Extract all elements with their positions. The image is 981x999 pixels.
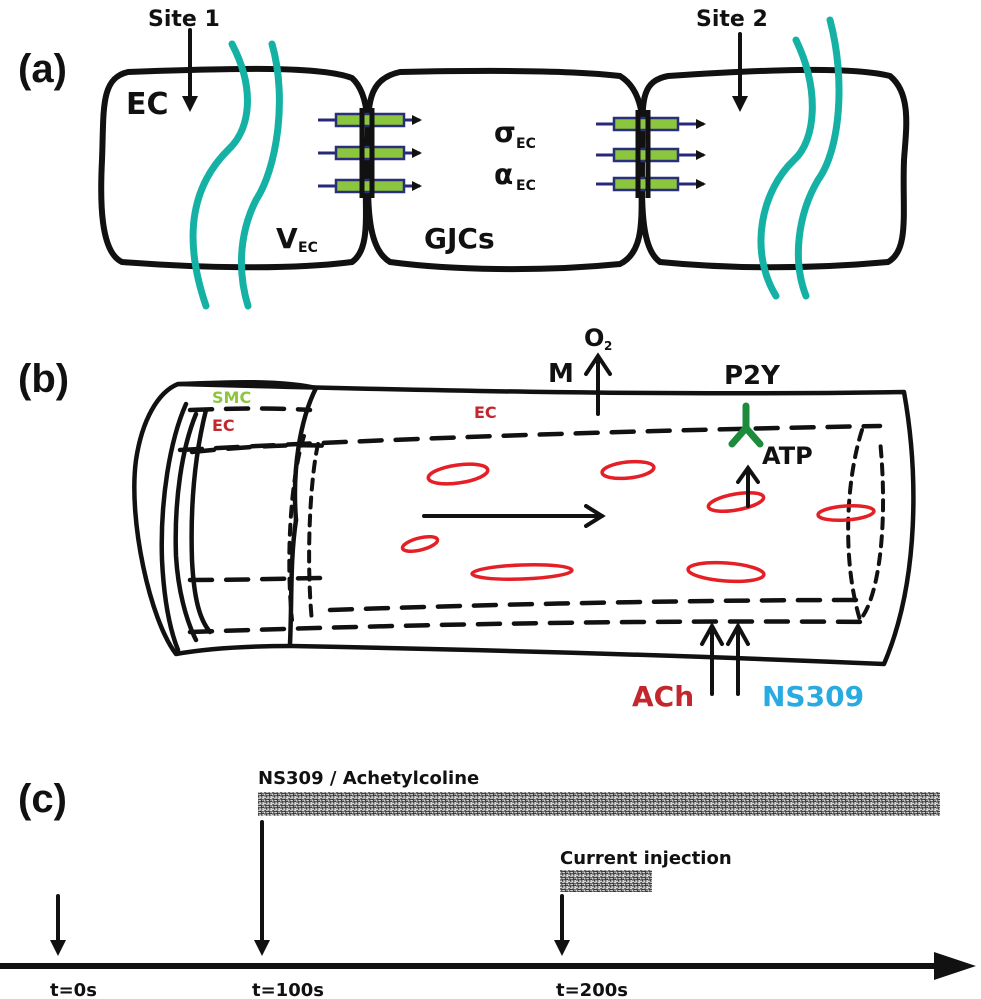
ns309-acetylcholine-bar (258, 792, 940, 816)
site1-label: Site 1 (148, 7, 220, 32)
lumen-bottom-2 (327, 597, 863, 613)
t100-arrowhead (254, 940, 270, 956)
o2-subscript: 2 (604, 339, 612, 353)
vessel-outer-wall (132, 381, 916, 667)
inner-ring-left (287, 434, 320, 624)
t100-label: t=100s (252, 980, 324, 999)
vessel-left-cap-inner-3 (189, 407, 213, 635)
oxygen-arrowhead (584, 352, 612, 376)
alpha-symbol: α (494, 158, 513, 191)
sigma-subscript: EC (516, 136, 536, 152)
current-injection-bar (560, 870, 652, 892)
v-label: V (276, 222, 298, 255)
gap-junction-group-left (318, 108, 422, 198)
p2y-label: P2Y (724, 361, 781, 391)
v-subscript: EC (298, 240, 318, 256)
gap-junction-group-right (596, 110, 706, 198)
panel-c-tag: (c) (18, 777, 67, 821)
panel-b-tag: (b) (18, 357, 69, 401)
bar2-label: Current injection (560, 848, 732, 869)
t0-label: t=0s (50, 980, 97, 999)
t200-label: t=200s (556, 980, 628, 999)
teal-line-left-2 (237, 40, 283, 310)
timeline-arrowhead (934, 952, 976, 980)
atp-label: ATP (762, 442, 813, 470)
ach-arrowhead (700, 621, 724, 646)
ach-label: ACh (632, 680, 694, 713)
panel-a-tag: (a) (18, 47, 67, 91)
site2-arrowhead (732, 96, 748, 112)
ns309-arrowhead (726, 621, 750, 646)
lumen-inner-top (187, 406, 313, 413)
endothelial-cell-right (638, 66, 910, 271)
alpha-subscript: EC (516, 178, 536, 194)
p2y-receptor-icon (728, 402, 764, 448)
endothelial-cell-left (98, 65, 371, 271)
lumen-inner-bottom (187, 575, 333, 583)
teal-line-left-1 (189, 40, 251, 310)
smc-label: SMC (212, 388, 251, 407)
atp-arrowhead (736, 464, 760, 484)
site2-label: Site 2 (696, 7, 768, 32)
teal-line-right-2 (794, 16, 843, 300)
t0-arrowhead (50, 940, 66, 956)
lumen-bottom-dashed (187, 619, 871, 635)
m-label: M (548, 359, 574, 389)
bar1-label: NS309 / Achetylcoline (258, 768, 479, 789)
t200-arrowhead (554, 940, 570, 956)
ec-left-label: EC (212, 416, 235, 435)
endothelial-cell-middle (364, 67, 647, 273)
ec-mid-label: EC (474, 403, 497, 422)
ec-label: EC (126, 87, 169, 122)
red-cells (400, 459, 876, 584)
vessel-left-cap-inner (159, 401, 189, 653)
panel-a: (a) (18, 7, 910, 310)
sigma-symbol: σ (494, 116, 516, 149)
inner-ring-right (846, 428, 886, 625)
teal-line-right-1 (757, 36, 816, 300)
gjcs-label: GJCs (424, 222, 495, 255)
o2-label: O (584, 324, 604, 352)
panel-b: (b) M (18, 324, 916, 713)
panel-c: (c) NS309 / Achetylcoline Current inject… (0, 768, 976, 999)
vessel-left-cap-inner-2 (173, 411, 199, 643)
ns309-label: NS309 (762, 680, 864, 713)
site1-arrowhead (182, 96, 198, 112)
